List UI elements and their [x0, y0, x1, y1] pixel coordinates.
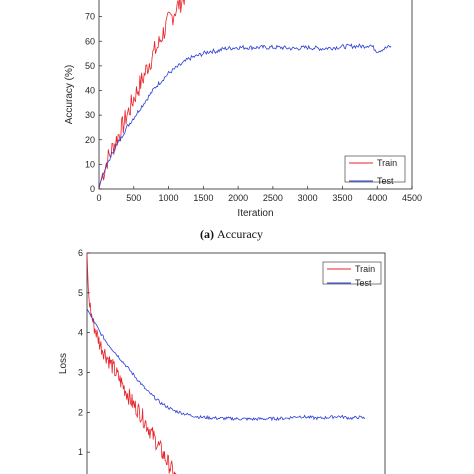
x-tick-label: 4500: [402, 193, 422, 203]
loss-legend-test-label: Test: [355, 278, 372, 288]
accuracy-chart: 0 500 1000 1500 2000 2500 3000 3500 4000 4500 0 10…: [64, 0, 422, 241]
x-tick-label: 500: [126, 193, 141, 203]
y-tick-label: 50: [85, 61, 95, 71]
x-tick-label: 1000: [159, 193, 179, 203]
x-tick-label: 2500: [263, 193, 283, 203]
accuracy-caption-label: (a): [200, 227, 214, 241]
loss-y-axis-label: Loss: [58, 353, 69, 374]
accuracy-x-ticks: 0 500 1000 1500 2000 2500 3000 3500 4000 4500: [96, 186, 422, 203]
x-tick-label: 3500: [332, 193, 352, 203]
y-tick-label: 0: [90, 184, 95, 194]
y-tick-label: 40: [85, 86, 95, 96]
accuracy-legend: Train Test: [344, 155, 406, 186]
accuracy-test-line: [98, 43, 392, 187]
accuracy-caption-text: Accuracy: [217, 227, 263, 241]
y-tick-label: 5: [78, 288, 83, 298]
loss-test-line: [86, 308, 366, 422]
y-tick-label: 1: [78, 447, 83, 457]
y-tick-label: 3: [78, 368, 83, 378]
accuracy-legend-box: [344, 155, 406, 183]
x-tick-label: 2000: [228, 193, 248, 203]
loss-chart: 1 2 3 4 5 6 Loss Train Test: [58, 248, 386, 474]
x-tick-label: 3000: [298, 193, 318, 203]
accuracy-y-axis-label: Accuracy (%): [64, 65, 75, 124]
x-tick-label: 1500: [193, 193, 213, 203]
loss-series-group: [86, 252, 366, 474]
loss-legend-box: [322, 261, 382, 285]
y-tick-label: 30: [85, 110, 95, 120]
loss-plot-frame: [86, 252, 386, 474]
accuracy-legend-train-label: Train: [377, 158, 397, 168]
accuracy-x-axis-label: Iteration: [237, 208, 273, 219]
loss-train-line: [86, 252, 177, 474]
accuracy-legend-test-label: Test: [377, 176, 394, 186]
loss-legend-train-label: Train: [355, 264, 375, 274]
y-tick-label: 70: [85, 12, 95, 22]
x-tick-label: 0: [96, 193, 101, 203]
y-tick-label: 4: [78, 328, 83, 338]
y-tick-label: 60: [85, 36, 95, 46]
accuracy-y-ticks: 0 10 20 30 40 50 60 70: [85, 12, 102, 194]
accuracy-train-line: [98, 0, 185, 190]
y-tick-label: 6: [78, 248, 83, 258]
loss-legend: Train Test: [322, 261, 382, 288]
y-tick-label: 20: [85, 135, 95, 145]
accuracy-series-group: [98, 0, 392, 190]
y-tick-label: 2: [78, 407, 83, 417]
loss-y-ticks: 1 2 3 4 5 6: [78, 248, 90, 457]
y-tick-label: 10: [85, 159, 95, 169]
x-tick-label: 4000: [367, 193, 387, 203]
accuracy-caption: (a) Accuracy: [200, 227, 263, 241]
